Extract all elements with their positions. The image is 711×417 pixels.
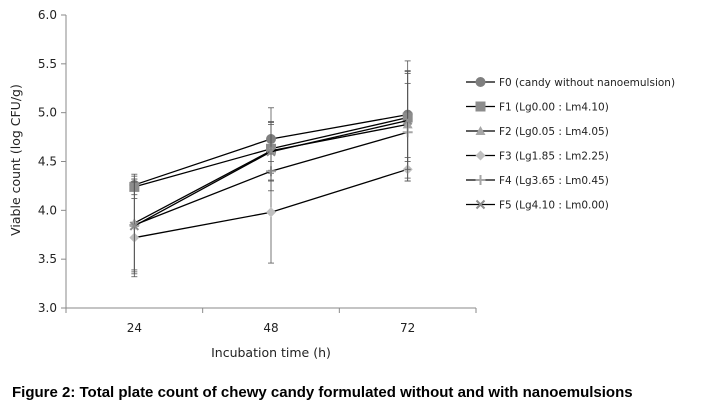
x-tick-label: 72 [400,321,415,335]
chart: 3.0 3.5 4.0 4.5 5.0 5.5 6.0 24 48 72 Viable coun… [8,8,708,360]
legend-item: F2 (Lg0.05 : Lm4.05) [466,126,609,138]
x-tick-label: 24 [127,321,142,335]
legend-label: F2 (Lg0.05 : Lm4.05) [499,126,609,138]
series-5 [129,71,413,271]
y-tick-label: 4.0 [38,203,57,217]
legend-marker [475,199,486,210]
series-layer [129,60,413,278]
legend: F0 (candy without nanoemulsion) F1 (Lg0.0… [458,68,708,216]
y-axis-title: Viable count (log CFU/g) [8,84,23,236]
legend-marker [475,101,486,112]
y-tick-label: 5.0 [38,106,57,120]
data-point [266,207,276,218]
legend-label: F1 (Lg0.00 : Lm4.10) [499,102,609,114]
legend-item: F4 (Lg3.65 : Lm0.45) [466,175,609,187]
y-tick-label: 3.5 [38,252,57,266]
legend-label: F3 (Lg1.85 : Lm2.25) [499,151,609,163]
y-tick-label: 3.0 [38,301,57,315]
legend-background [458,68,708,216]
x-tick-label: 48 [263,321,278,335]
legend-marker [475,77,486,87]
legend-label: F4 (Lg3.65 : Lm0.45) [499,175,609,187]
figure-caption: Figure 2: Total plate count of chewy can… [12,384,633,401]
data-point [402,115,413,126]
legend-label: F0 (candy without nanoemulsion) [499,77,675,89]
legend-label: F5 (Lg4.10 : Lm0.00) [499,200,609,212]
y-tick-label: 5.5 [38,57,57,71]
data-point [266,147,276,157]
legend-marker [475,150,486,161]
data-point [129,221,140,231]
legend-item: F1 (Lg0.00 : Lm4.10) [466,101,609,114]
x-axis: 24 48 72 [65,308,477,335]
legend-item: F0 (candy without nanoemulsion) [466,77,675,89]
y-tick-label: 4.5 [38,155,57,169]
legend-marker [475,126,486,135]
x-axis-title: Incubation time (h) [211,345,331,360]
legend-marker [475,175,486,185]
legend-item: F3 (Lg1.85 : Lm2.25) [466,150,609,163]
legend-item: F5 (Lg4.10 : Lm0.00) [466,200,609,212]
y-tick-label: 6.0 [38,8,57,22]
y-axis: 3.0 3.5 4.0 4.5 5.0 5.5 6.0 [38,8,66,315]
